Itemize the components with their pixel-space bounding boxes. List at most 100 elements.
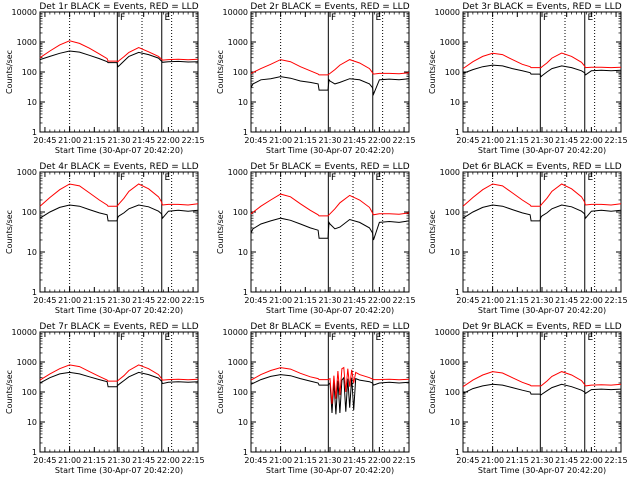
x-tick-label: 20:45 [244, 296, 267, 305]
y-tick-label: 1000 [440, 358, 460, 367]
x-tick-label: 21:15 [83, 296, 106, 305]
y-tick-label: 1 [243, 448, 248, 457]
x-tick-label: 22:15 [393, 456, 416, 465]
y-tick-label: 10 [27, 98, 37, 107]
y-axis-label: Counts/sec [428, 50, 437, 94]
panel-title: Det 7r BLACK = Events, RED = LLD [39, 322, 198, 332]
events-line [250, 217, 410, 241]
y-tick-label: 1 [455, 128, 460, 137]
panel-title: Det 4r BLACK = Events, RED = LLD [39, 162, 198, 172]
y-tick-label: 1000 [440, 38, 460, 47]
x-tick-label: 22:15 [605, 136, 628, 145]
x-tick-label: 21:15 [83, 136, 106, 145]
x-tick-label: 21:15 [294, 136, 317, 145]
x-tick-label: 21:45 [132, 456, 155, 465]
segment-label: F [120, 173, 125, 183]
y-tick-label: 1 [243, 288, 248, 297]
x-tick-label: 21:00 [58, 296, 81, 305]
x-tick-label: 22:00 [157, 136, 180, 145]
x-tick-label: 21:15 [506, 136, 529, 145]
y-axis-label: Counts/sec [5, 50, 14, 94]
x-tick-label: 20:45 [456, 456, 479, 465]
panel-det-9: Det 9r BLACK = Events, RED = LLD 1 10 100 10… [428, 322, 628, 475]
panel-title: Det 5r BLACK = Events, RED = LLD [250, 162, 409, 172]
events-line [39, 204, 199, 222]
y-tick-label: 1 [32, 288, 37, 297]
axes-frame [462, 11, 622, 133]
y-axis-label: Counts/sec [216, 50, 225, 94]
x-tick-label: 20:45 [456, 296, 479, 305]
panel-det-5: Det 5r BLACK = Events, RED = LLD 1 10 100 10… [216, 162, 416, 315]
panel-title: Det 1r BLACK = Events, RED = LLD [39, 2, 198, 12]
axes-frame [39, 331, 199, 453]
events-line [462, 383, 622, 396]
x-tick-label: 22:00 [368, 296, 391, 305]
x-tick-label: 22:15 [605, 296, 628, 305]
y-tick-label: 1000 [17, 38, 37, 47]
x-tick-label: 21:15 [294, 296, 317, 305]
x-tick-label: 22:15 [182, 456, 205, 465]
y-axis-label: Counts/sec [216, 370, 225, 414]
x-axis-label: Start Time (30-Apr-07 20:42:20) [55, 306, 183, 315]
y-axis-label: Counts/sec [428, 210, 437, 254]
lld-line [39, 183, 199, 207]
y-tick-label: 1 [32, 448, 37, 457]
x-axis-label: Start Time (30-Apr-07 20:42:20) [266, 306, 394, 315]
x-axis-label: Start Time (30-Apr-07 20:42:20) [478, 146, 606, 155]
x-tick-label: 21:45 [555, 136, 578, 145]
segment-label: E [164, 333, 170, 343]
y-tick-label: 10 [450, 98, 460, 107]
segment-label: E [164, 13, 170, 23]
x-axis-label: Start Time (30-Apr-07 20:42:20) [478, 466, 606, 475]
axes-frame [39, 171, 199, 293]
events-line [39, 371, 199, 388]
events-line [462, 64, 622, 78]
x-tick-label: 22:15 [393, 296, 416, 305]
x-tick-label: 22:00 [368, 456, 391, 465]
x-tick-label: 21:00 [481, 296, 504, 305]
axes-frame [250, 171, 410, 293]
x-tick-label: 22:15 [393, 136, 416, 145]
axes-frame [462, 331, 622, 453]
events-line [250, 76, 410, 97]
y-tick-label: 10 [450, 248, 460, 257]
x-tick-label: 21:30 [318, 456, 341, 465]
x-tick-label: 20:45 [244, 136, 267, 145]
panel-det-1: Det 1r BLACK = Events, RED = LLD 1 10 100 10… [5, 2, 205, 155]
events-line [39, 50, 199, 68]
x-tick-label: 21:00 [58, 136, 81, 145]
x-tick-label: 22:00 [157, 456, 180, 465]
panel-title: Det 2r BLACK = Events, RED = LLD [250, 2, 409, 12]
x-tick-label: 21:15 [506, 296, 529, 305]
y-tick-label: 10000 [223, 328, 248, 337]
x-axis-label: Start Time (30-Apr-07 20:42:20) [55, 466, 183, 475]
x-tick-label: 21:00 [481, 456, 504, 465]
lld-line [250, 366, 410, 404]
segment-label: E [375, 13, 381, 23]
y-axis-label: Counts/sec [216, 210, 225, 254]
x-tick-label: 21:45 [343, 456, 366, 465]
segment-label: F [120, 333, 125, 343]
x-axis-label: Start Time (30-Apr-07 20:42:20) [266, 146, 394, 155]
lld-line [39, 40, 199, 63]
y-tick-label: 100 [445, 388, 460, 397]
segment-label: F [331, 333, 336, 343]
y-tick-label: 10000 [435, 328, 460, 337]
lld-line [39, 364, 199, 382]
x-tick-label: 21:30 [318, 136, 341, 145]
y-tick-label: 1 [455, 288, 460, 297]
x-tick-label: 21:45 [132, 136, 155, 145]
x-tick-label: 22:00 [580, 136, 603, 145]
x-tick-label: 22:00 [580, 456, 603, 465]
axes-frame [250, 11, 410, 133]
x-tick-label: 20:45 [244, 456, 267, 465]
y-tick-label: 10 [238, 248, 248, 257]
y-tick-label: 1000 [228, 38, 248, 47]
y-tick-label: 10 [238, 418, 248, 427]
y-tick-label: 100 [445, 208, 460, 217]
y-tick-label: 10000 [12, 8, 37, 17]
y-tick-label: 1 [455, 448, 460, 457]
panel-title: Det 9r BLACK = Events, RED = LLD [462, 322, 621, 332]
y-tick-label: 10 [450, 418, 460, 427]
x-tick-label: 21:30 [530, 296, 553, 305]
